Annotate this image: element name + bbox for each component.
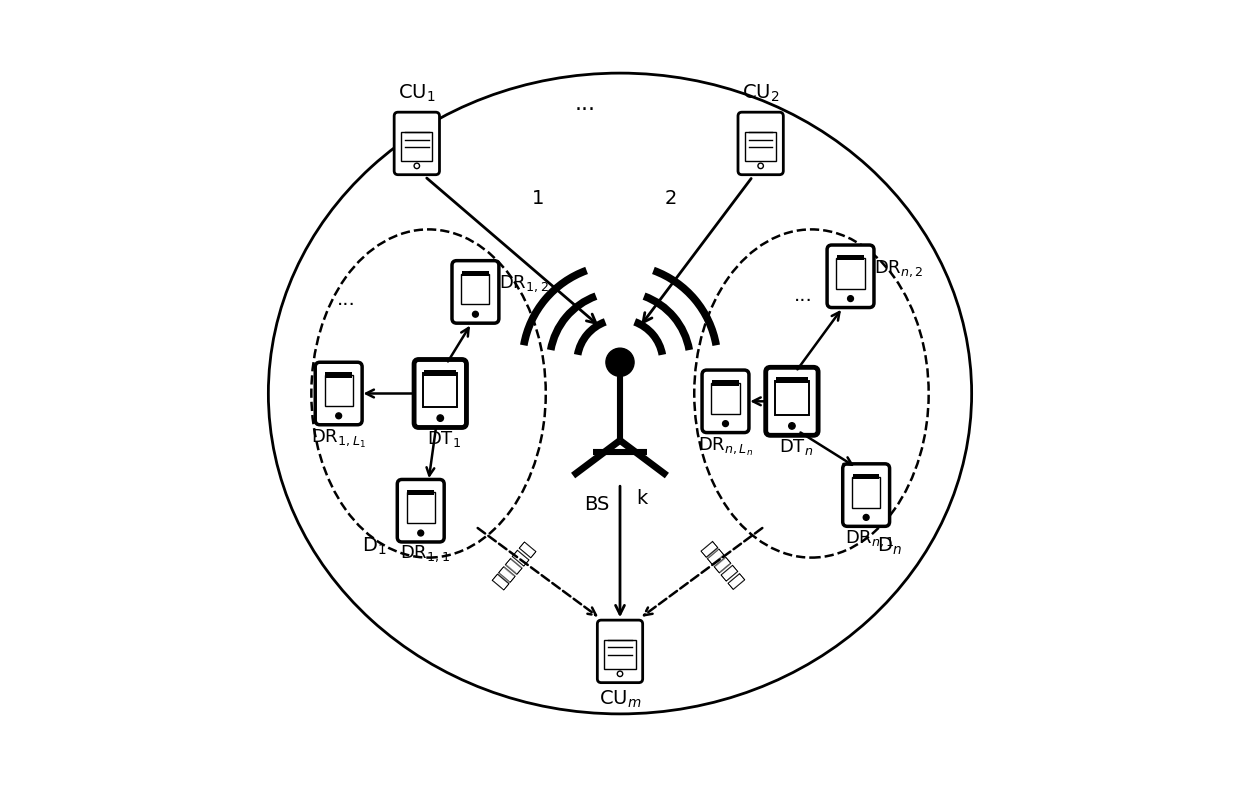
FancyBboxPatch shape: [461, 274, 490, 305]
Circle shape: [436, 415, 444, 421]
FancyBboxPatch shape: [702, 370, 749, 433]
FancyBboxPatch shape: [827, 245, 874, 308]
FancyBboxPatch shape: [776, 378, 808, 383]
Text: DT$_n$: DT$_n$: [779, 438, 813, 457]
Ellipse shape: [268, 73, 972, 714]
Text: 1: 1: [532, 189, 544, 208]
Text: 复用子信道: 复用子信道: [697, 539, 745, 592]
Text: DR$_{1,1}$: DR$_{1,1}$: [399, 544, 450, 564]
FancyBboxPatch shape: [738, 113, 784, 175]
Text: CU$_1$: CU$_1$: [398, 83, 435, 105]
FancyBboxPatch shape: [712, 383, 739, 414]
FancyBboxPatch shape: [463, 271, 489, 276]
Circle shape: [472, 312, 479, 317]
FancyBboxPatch shape: [843, 464, 889, 527]
FancyBboxPatch shape: [598, 620, 642, 682]
FancyBboxPatch shape: [712, 380, 739, 386]
Circle shape: [848, 296, 853, 301]
Circle shape: [606, 348, 634, 376]
FancyBboxPatch shape: [424, 370, 456, 375]
FancyBboxPatch shape: [837, 258, 864, 289]
Circle shape: [723, 421, 728, 427]
Text: D$_n$: D$_n$: [877, 535, 901, 556]
FancyBboxPatch shape: [325, 372, 352, 378]
Text: 复用子信道: 复用子信道: [490, 539, 538, 592]
Text: k: k: [636, 490, 647, 508]
FancyBboxPatch shape: [775, 381, 808, 415]
Text: BS: BS: [584, 495, 609, 514]
FancyBboxPatch shape: [837, 255, 864, 260]
Text: ...: ...: [337, 290, 356, 309]
FancyBboxPatch shape: [853, 474, 879, 479]
FancyBboxPatch shape: [852, 477, 880, 508]
Circle shape: [336, 413, 341, 419]
FancyBboxPatch shape: [766, 368, 818, 435]
Text: DR$_{1,2}$: DR$_{1,2}$: [498, 274, 548, 294]
FancyBboxPatch shape: [315, 362, 362, 425]
FancyBboxPatch shape: [402, 131, 433, 161]
Text: 2: 2: [665, 189, 677, 208]
Text: CU$_2$: CU$_2$: [742, 83, 779, 105]
Text: DR$_{n,2}$: DR$_{n,2}$: [874, 258, 924, 279]
FancyBboxPatch shape: [394, 113, 439, 175]
FancyBboxPatch shape: [604, 640, 636, 669]
Text: DR$_{n,1}$: DR$_{n,1}$: [846, 528, 895, 549]
Text: DR$_{n,L_n}$: DR$_{n,L_n}$: [698, 436, 753, 458]
FancyBboxPatch shape: [414, 360, 466, 427]
FancyBboxPatch shape: [424, 373, 458, 407]
Text: DR$_{1,L_1}$: DR$_{1,L_1}$: [311, 428, 366, 450]
Text: CU$_m$: CU$_m$: [599, 689, 641, 710]
Circle shape: [863, 515, 869, 520]
FancyBboxPatch shape: [408, 490, 434, 495]
Circle shape: [789, 423, 795, 429]
Text: D$_1$: D$_1$: [362, 535, 386, 556]
Text: ...: ...: [795, 286, 813, 305]
FancyBboxPatch shape: [745, 131, 776, 161]
Text: DT$_1$: DT$_1$: [428, 430, 461, 449]
FancyBboxPatch shape: [325, 375, 352, 406]
Circle shape: [418, 530, 424, 536]
FancyBboxPatch shape: [397, 479, 444, 542]
FancyBboxPatch shape: [453, 260, 498, 323]
Text: ...: ...: [574, 94, 595, 114]
FancyBboxPatch shape: [407, 493, 435, 523]
